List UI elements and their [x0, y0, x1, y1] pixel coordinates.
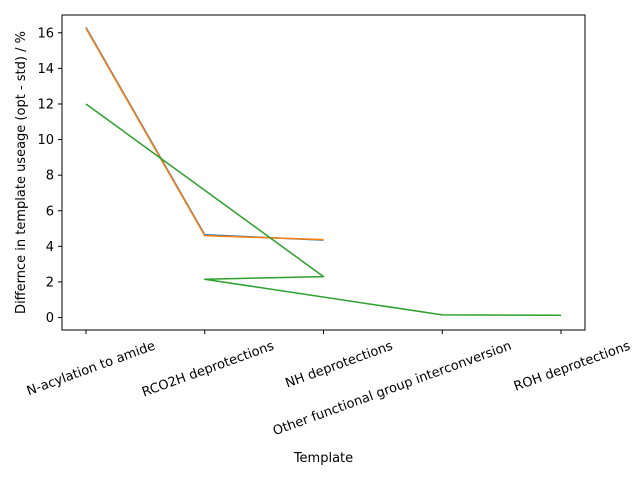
- y-tick-label: 2: [46, 275, 54, 290]
- x-axis-label: Template: [293, 451, 353, 466]
- y-axis-label: Differnce in template useage (opt - std)…: [14, 31, 29, 314]
- y-axis: 0 2 4 6 8 10 12 14 16: [37, 26, 62, 326]
- series-line-2: [85, 27, 324, 241]
- y-tick-label: 6: [46, 204, 54, 219]
- plot-frame: [61, 14, 586, 331]
- series-line-1: [85, 27, 324, 241]
- y-tick-label: 0: [46, 311, 54, 326]
- y-tick-label: 12: [37, 97, 54, 112]
- series-line-3: [85, 103, 562, 316]
- y-tick-label: 10: [37, 133, 54, 148]
- y-tick-label: 8: [46, 169, 54, 184]
- y-tick-label: 14: [37, 62, 54, 77]
- x-tick-label: ROH deprotections: [512, 339, 633, 395]
- x-tick-label: N-acylation to amide: [25, 339, 157, 399]
- x-tick-label: Other functional group interconversion: [271, 339, 514, 440]
- series-layer: [85, 27, 562, 316]
- x-tick-label: RCO2H deprotections: [140, 339, 276, 401]
- y-tick-label: 16: [37, 26, 54, 41]
- x-tick-label: NH deprotections: [283, 339, 395, 392]
- y-tick-label: 4: [46, 240, 54, 255]
